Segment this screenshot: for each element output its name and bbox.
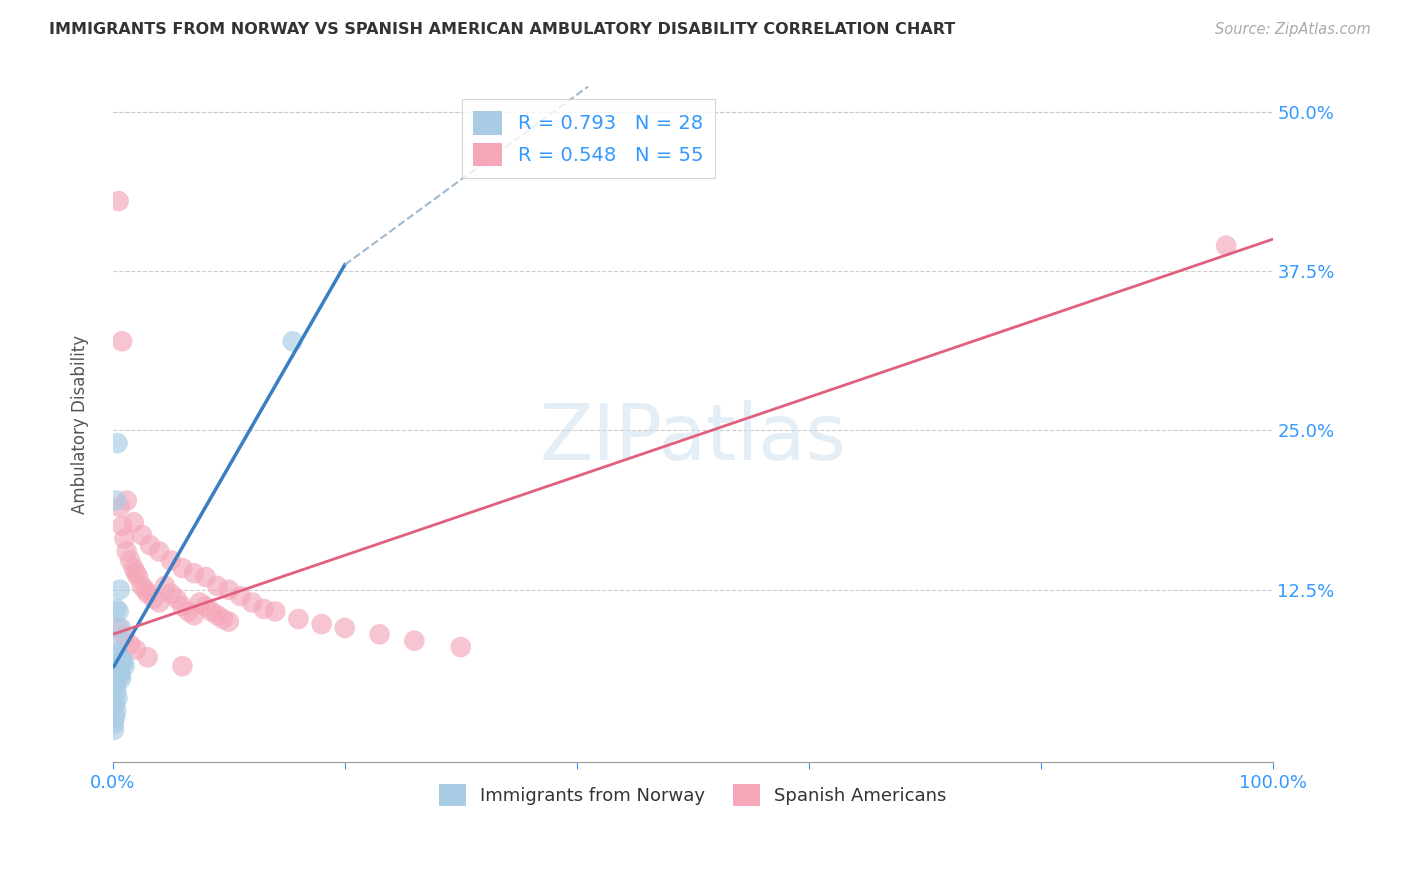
Point [252,602,274,616]
Point [131,528,153,542]
Point [104,672,127,686]
Point [194,570,217,584]
Point [200,604,222,618]
Point [218,615,240,629]
Point [333,621,356,635]
Point [404,633,426,648]
Point [166,591,188,606]
Point [107,194,129,208]
Point [131,579,153,593]
Point [148,544,170,558]
Point [240,595,263,609]
Y-axis label: Ambulatory Disability: Ambulatory Disability [72,334,89,514]
Point [111,519,134,533]
Point [120,553,142,567]
Point [172,659,194,673]
Text: IMMIGRANTS FROM NORWAY VS SPANISH AMERICAN AMBULATORY DISABILITY CORRELATION CHA: IMMIGRANTS FROM NORWAY VS SPANISH AMERIC… [49,22,956,37]
Point [103,716,125,731]
Text: ZIPatlas: ZIPatlas [538,400,846,475]
Point [368,627,391,641]
Point [160,553,183,567]
Point [125,642,148,657]
Point [114,659,136,673]
Point [172,599,194,614]
Point [136,586,159,600]
Point [107,647,129,661]
Point [450,640,472,654]
Legend: Immigrants from Norway, Spanish Americans: Immigrants from Norway, Spanish American… [432,777,953,814]
Point [107,621,129,635]
Point [281,334,304,349]
Point [1215,238,1237,252]
Point [110,668,132,682]
Point [105,704,128,718]
Point [127,570,149,584]
Point [120,638,142,652]
Point [125,566,148,581]
Point [104,710,127,724]
Point [105,684,128,698]
Point [172,561,194,575]
Point [104,698,127,712]
Point [160,586,183,600]
Point [115,493,138,508]
Point [108,500,131,514]
Point [205,608,228,623]
Point [134,582,156,597]
Point [112,656,135,670]
Point [188,595,211,609]
Point [229,589,252,603]
Text: Source: ZipAtlas.com: Source: ZipAtlas.com [1215,22,1371,37]
Point [183,566,205,581]
Point [136,650,159,665]
Point [107,650,129,665]
Point [103,723,125,737]
Point [108,665,131,680]
Point [139,538,162,552]
Point [311,617,333,632]
Point [114,532,136,546]
Point [107,633,129,648]
Point [115,544,138,558]
Point [108,659,131,673]
Point [142,591,165,606]
Point [107,604,129,618]
Point [218,582,240,597]
Point [111,334,134,349]
Point [105,602,128,616]
Point [264,604,287,618]
Point [122,515,145,529]
Point [110,672,132,686]
Point [114,630,136,644]
Point [287,612,309,626]
Point [205,579,228,593]
Point [153,579,176,593]
Point [107,436,129,450]
Point [122,561,145,575]
Point [107,665,129,680]
Point [177,604,200,618]
Point [107,656,129,670]
Point [212,612,235,626]
Point [107,691,129,706]
Point [110,621,132,635]
Point [194,599,217,614]
Point [105,493,128,508]
Point [111,653,134,667]
Point [105,678,128,692]
Point [183,608,205,623]
Point [148,595,170,609]
Point [108,582,131,597]
